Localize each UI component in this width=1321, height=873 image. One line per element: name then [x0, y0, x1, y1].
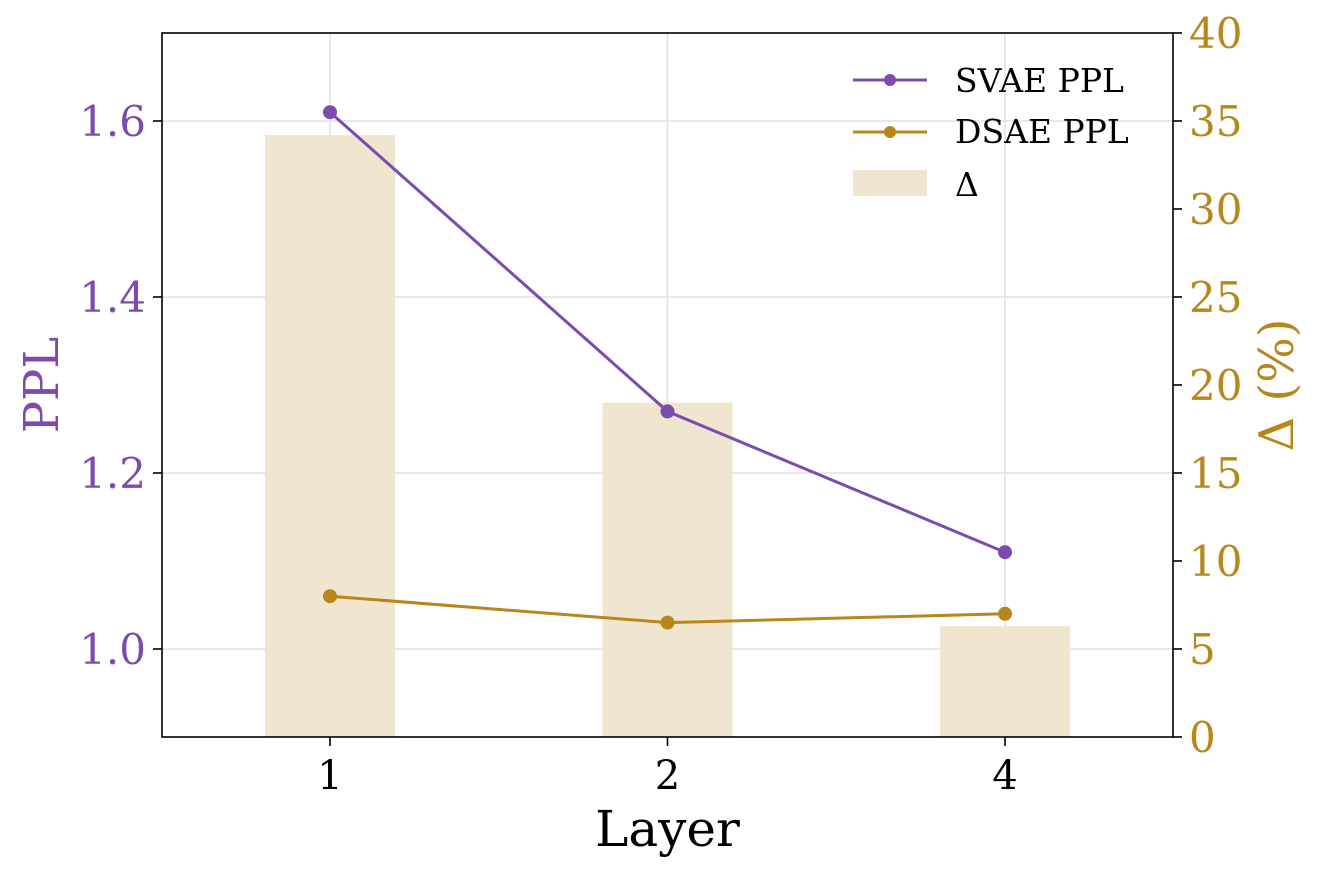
legend-label-svae: SVAE PPL: [955, 61, 1124, 100]
left-y-axis-label: PPL: [14, 337, 70, 433]
x-tick-label-1: 1: [317, 753, 342, 799]
legend-label-delta: Δ: [955, 165, 979, 204]
legend-marker-svae: [884, 74, 896, 86]
right-tick-label-0: 0: [1189, 713, 1216, 762]
point-svae-ppl-1: [323, 105, 337, 120]
bar-delta-1: [265, 135, 395, 737]
right-tick-label-20: 20: [1189, 361, 1242, 410]
ppl-lines: [323, 105, 1012, 630]
bar-delta-4: [940, 626, 1070, 737]
point-svae-ppl-4: [998, 545, 1012, 560]
right-tick-label-25: 25: [1189, 273, 1242, 322]
point-dsae-ppl-2: [660, 615, 675, 630]
right-tick-label-15: 15: [1189, 449, 1242, 498]
x-tick-label-4: 4: [992, 753, 1017, 799]
right-tick-label-10: 10: [1189, 537, 1242, 586]
left-tick-label-1.0: 1.0: [79, 625, 146, 674]
left-axis-ticks: 1.0 1.2 1.4 1.6: [79, 97, 162, 674]
point-dsae-ppl-1: [323, 589, 337, 604]
bar-delta-2: [602, 402, 733, 737]
delta-bars: [265, 135, 1070, 737]
left-tick-label-1.4: 1.4: [79, 273, 146, 322]
x-tick-label-2: 2: [655, 753, 680, 799]
legend-label-dsae: DSAE PPL: [955, 112, 1129, 151]
right-tick-label-40: 40: [1189, 9, 1242, 58]
left-tick-label-1.2: 1.2: [79, 449, 146, 498]
right-tick-label-35: 35: [1189, 97, 1242, 146]
legend-swatch-delta: [853, 170, 927, 196]
right-tick-label-30: 30: [1189, 185, 1242, 234]
left-tick-label-1.6: 1.6: [79, 97, 146, 146]
point-svae-ppl-2: [660, 404, 675, 419]
point-dsae-ppl-4: [998, 606, 1012, 621]
x-axis-label: Layer: [595, 800, 740, 858]
legend-marker-dsae: [884, 126, 896, 138]
right-tick-label-5: 5: [1189, 625, 1216, 674]
legend: SVAE PPL DSAE PPL Δ: [853, 61, 1129, 204]
right-axis-ticks: 0 5 10 15 20 25 30 35 40: [1173, 9, 1242, 762]
right-y-axis-label: Δ (%): [1249, 319, 1305, 452]
x-axis-ticks: 1 2 4: [317, 737, 1018, 799]
